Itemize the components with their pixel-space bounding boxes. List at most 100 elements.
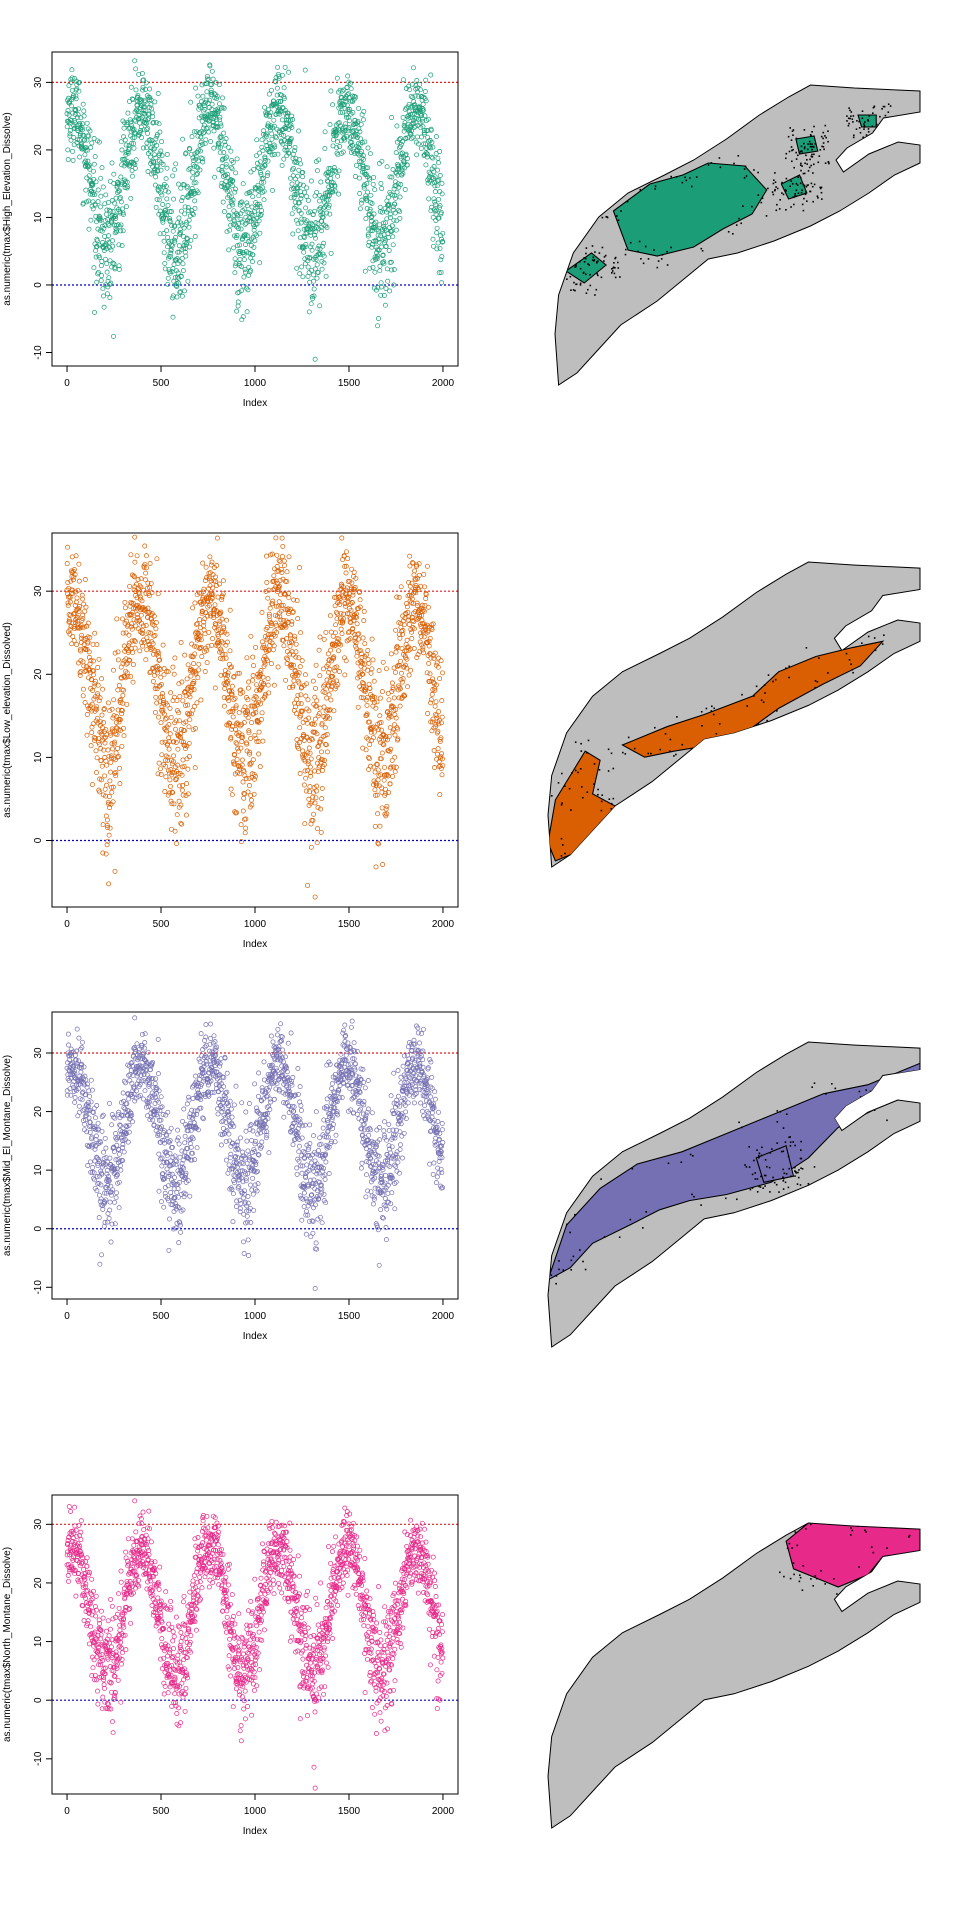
data-point	[153, 204, 159, 210]
map-speckle	[647, 752, 650, 755]
data-point	[103, 1145, 109, 1151]
data-point	[120, 1142, 126, 1148]
map-speckle	[881, 643, 884, 645]
data-point	[242, 206, 248, 212]
map-speckle	[604, 828, 607, 830]
data-point	[305, 697, 311, 703]
data-point	[88, 1099, 94, 1105]
data-point	[253, 233, 259, 239]
data-point	[108, 247, 114, 253]
data-point	[152, 99, 158, 105]
map-speckle	[586, 791, 589, 793]
data-point	[76, 88, 82, 94]
data-point	[327, 613, 333, 619]
data-point	[247, 218, 252, 224]
data-point	[326, 202, 332, 208]
data-point	[69, 75, 75, 81]
map-speckle	[609, 812, 612, 815]
data-point	[303, 241, 309, 247]
data-point	[248, 736, 253, 741]
data-point	[430, 716, 436, 722]
data-point	[383, 666, 389, 672]
map-speckle	[775, 209, 778, 212]
map-speckle	[753, 695, 755, 697]
data-point	[189, 186, 195, 191]
map-speckle	[845, 652, 848, 655]
data-point	[276, 599, 282, 605]
data-point	[163, 207, 169, 213]
data-point	[373, 864, 379, 870]
data-point	[101, 225, 107, 231]
data-point	[204, 89, 210, 95]
data-point	[138, 576, 144, 582]
data-point	[289, 211, 295, 217]
data-point	[270, 187, 275, 193]
data-point	[225, 144, 231, 150]
map-speckle	[790, 146, 793, 148]
data-point	[215, 111, 221, 117]
data-point	[365, 667, 371, 673]
data-point	[131, 145, 137, 151]
data-point	[187, 165, 193, 171]
data-points	[64, 1015, 446, 1291]
data-point	[426, 660, 432, 666]
data-point	[384, 803, 390, 809]
data-point	[77, 154, 83, 160]
data-point	[158, 167, 164, 173]
data-point	[111, 171, 117, 177]
data-point	[366, 660, 372, 666]
data-point	[235, 299, 241, 305]
data-point	[207, 97, 212, 103]
x-tick-label: 500	[153, 919, 170, 930]
data-point	[432, 703, 438, 709]
data-point	[229, 683, 235, 689]
data-point	[197, 617, 203, 623]
data-point	[90, 181, 96, 187]
data-point	[371, 729, 377, 735]
data-point	[157, 158, 162, 164]
map-speckle	[640, 258, 642, 260]
data-point	[297, 725, 303, 731]
data-point	[144, 145, 149, 151]
data-point	[224, 154, 230, 160]
data-point	[180, 757, 186, 763]
data-point	[224, 171, 230, 177]
data-point	[133, 66, 139, 72]
map-speckle	[570, 862, 572, 865]
data-point	[261, 179, 267, 185]
map-speckle	[863, 124, 866, 127]
map-speckle	[575, 283, 577, 286]
map-speckle	[849, 109, 851, 112]
data-point	[219, 157, 225, 163]
data-point	[129, 168, 135, 173]
map-speckle	[570, 289, 572, 291]
data-point	[179, 787, 185, 793]
data-point	[433, 211, 439, 217]
data-point	[165, 234, 171, 240]
data-point	[363, 216, 369, 222]
map-speckle	[827, 140, 829, 143]
map-speckle	[760, 201, 763, 204]
data-point	[185, 766, 191, 772]
data-point	[291, 194, 297, 200]
data-point	[92, 1115, 98, 1121]
data-point	[285, 649, 290, 655]
map-speckle	[610, 752, 613, 755]
map-speckle	[852, 136, 855, 139]
data-point	[133, 87, 139, 93]
data-point	[195, 675, 201, 681]
map-speckle	[807, 148, 809, 151]
data-point	[259, 137, 265, 143]
region-map-1	[554, 84, 921, 386]
data-point	[364, 702, 370, 708]
data-point	[230, 714, 236, 720]
map-speckle	[795, 189, 798, 192]
data-point	[154, 133, 160, 139]
data-point	[386, 697, 392, 703]
data-point	[88, 217, 94, 223]
data-point	[270, 647, 276, 653]
map-speckle	[765, 215, 768, 217]
data-point	[106, 223, 112, 228]
data-point	[289, 181, 295, 187]
data-point	[194, 129, 200, 135]
